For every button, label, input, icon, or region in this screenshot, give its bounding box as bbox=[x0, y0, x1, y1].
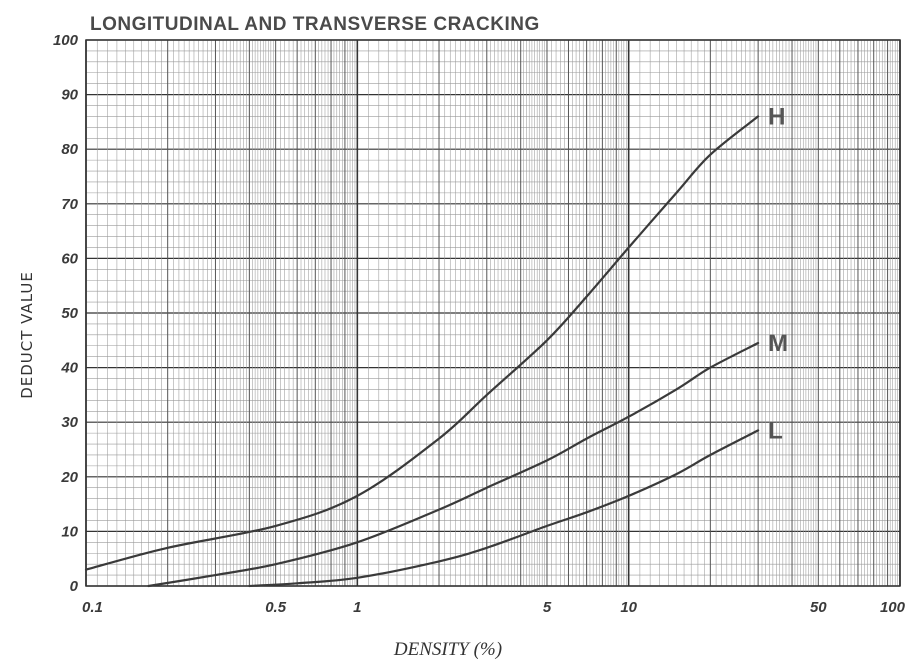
x-tick-label: 100 bbox=[880, 599, 906, 616]
x-tick-label: 5 bbox=[543, 599, 552, 616]
grid bbox=[85, 39, 901, 587]
series-lines bbox=[84, 115, 760, 588]
plot-frame bbox=[85, 39, 901, 587]
series-line-l bbox=[248, 429, 760, 588]
x-tick-label: 1 bbox=[353, 599, 361, 616]
y-tick-label: 30 bbox=[61, 414, 78, 431]
y-tick-label: 40 bbox=[60, 360, 78, 377]
y-axis-label: DEDUCT VALUE bbox=[18, 271, 36, 399]
x-tick-label: 0.1 bbox=[82, 599, 103, 616]
chart-title: LONGITUDINAL AND TRANSVERSE CRACKING bbox=[90, 14, 540, 35]
y-tick-label: 10 bbox=[61, 523, 78, 540]
series-label-h: H bbox=[768, 103, 785, 130]
series-label-m: M bbox=[768, 330, 788, 357]
y-tick-label: 100 bbox=[53, 32, 79, 49]
x-axis-label: DENSITY (%) bbox=[393, 639, 502, 660]
y-tick-label: 20 bbox=[60, 469, 78, 486]
y-tick-label: 80 bbox=[61, 141, 78, 158]
x-tick-label: 10 bbox=[620, 599, 637, 616]
text-layer: LONGITUDINAL AND TRANSVERSE CRACKING DED… bbox=[18, 14, 906, 660]
series-label-l: L bbox=[768, 417, 783, 444]
y-tick-label: 0 bbox=[70, 578, 79, 595]
y-tick-label: 50 bbox=[61, 305, 78, 322]
series-line-m bbox=[147, 341, 760, 588]
y-tick-label: 70 bbox=[61, 196, 78, 213]
y-tick-label: 90 bbox=[61, 87, 78, 104]
axes bbox=[85, 39, 901, 587]
y-tick-label: 60 bbox=[61, 250, 78, 267]
x-tick-label: 50 bbox=[810, 599, 827, 616]
series-line-h bbox=[84, 115, 760, 571]
x-tick-label: 0.5 bbox=[265, 599, 287, 616]
